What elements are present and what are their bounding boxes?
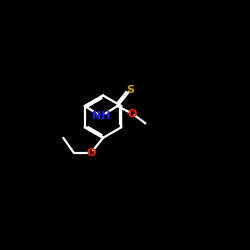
Text: O: O bbox=[86, 148, 96, 158]
Text: O: O bbox=[127, 109, 136, 119]
Text: S: S bbox=[126, 85, 134, 95]
Text: NH: NH bbox=[92, 111, 110, 121]
